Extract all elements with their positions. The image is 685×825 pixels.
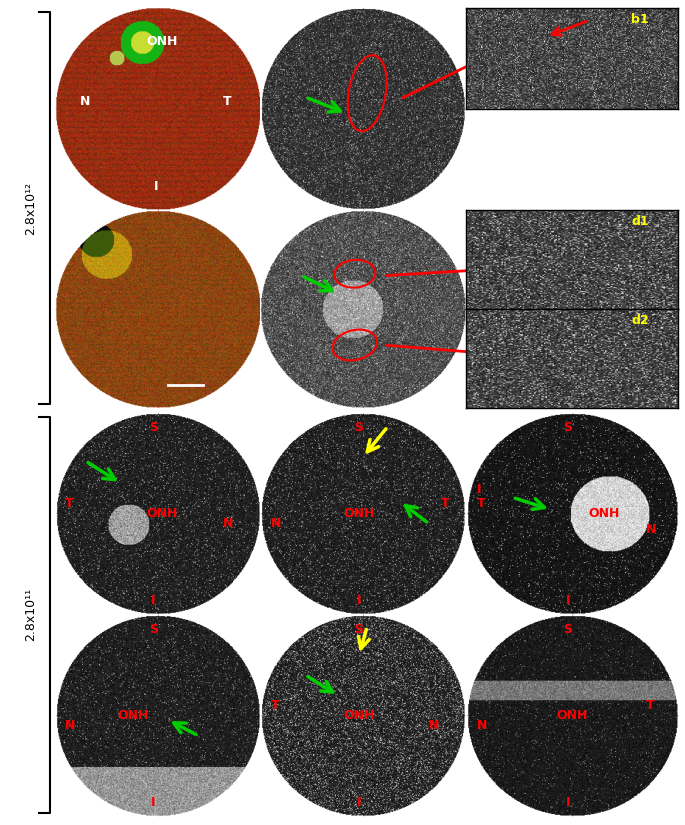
Text: T: T [441,497,450,510]
Text: T: T [65,497,74,510]
Text: T: T [223,95,232,108]
Text: N: N [477,719,487,733]
Text: i: i [271,623,275,638]
Text: I: I [566,795,570,808]
Text: ONH: ONH [146,35,177,48]
Text: ONH: ONH [343,710,375,722]
Text: I: I [151,593,155,606]
Text: T: T [647,699,655,712]
Text: j: j [477,623,482,638]
Text: S: S [149,623,158,636]
Text: S: S [149,421,158,434]
Text: N: N [79,95,90,108]
Text: e: e [65,421,75,436]
Text: N: N [429,719,439,733]
Text: S: S [563,623,572,636]
Text: N: N [647,523,657,536]
Text: ONH: ONH [343,507,375,520]
Text: h: h [65,623,76,638]
Text: I: I [566,593,570,606]
Text: d1: d1 [632,215,649,229]
Text: 2.8x10¹²: 2.8x10¹² [25,182,37,235]
Text: c: c [65,219,74,233]
Text: T: T [271,699,279,712]
Text: S: S [354,421,364,434]
Text: ONH: ONH [117,710,149,722]
Text: I: I [153,180,158,193]
Text: b: b [271,16,282,31]
Text: I: I [151,795,155,808]
Text: I: I [477,483,481,496]
Text: f: f [271,421,277,436]
Text: ONH: ONH [588,507,619,520]
Text: 2.8x10¹¹: 2.8x10¹¹ [25,588,37,641]
Text: ONH: ONH [146,507,177,520]
Text: d2: d2 [632,314,649,328]
Text: N: N [223,517,234,530]
Text: d: d [271,219,282,233]
Text: S: S [563,421,572,434]
Text: T: T [477,497,485,510]
Text: N: N [271,517,281,530]
Text: I: I [357,795,361,808]
Text: ONH: ONH [556,710,588,722]
Text: b1: b1 [632,13,649,26]
Text: I: I [357,593,361,606]
Text: g: g [477,421,487,436]
Text: S: S [354,623,364,636]
Text: a: a [65,16,75,31]
Text: N: N [65,719,75,733]
